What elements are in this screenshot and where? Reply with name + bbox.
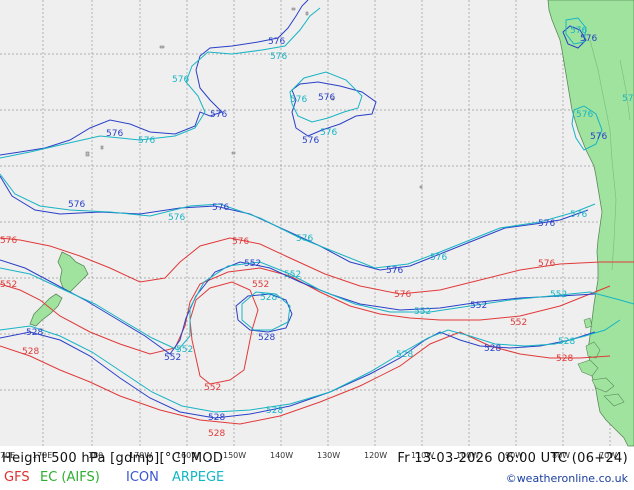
svg-text:150W: 150W — [223, 451, 246, 460]
map-caption: Height 500 hPa [gdmp][°C] MOD Fr 13-03-2… — [0, 451, 634, 467]
svg-text:552: 552 — [510, 318, 527, 328]
contour-gfs — [0, 237, 634, 425]
svg-text:576: 576 — [270, 52, 287, 62]
svg-text:576: 576 — [168, 213, 185, 223]
svg-text:100W: 100W — [456, 451, 479, 460]
svg-text:528: 528 — [22, 347, 39, 357]
svg-text:130W: 130W — [317, 451, 340, 460]
svg-text:528: 528 — [484, 344, 501, 354]
svg-text:528: 528 — [26, 328, 43, 338]
svg-text:576: 576 — [0, 236, 17, 246]
svg-text:170E: 170E — [32, 451, 52, 460]
patagonia-islands — [577, 317, 625, 407]
model-legend: GFS EC (AIFS) ICON ARPEGE ©weatheronline… — [0, 470, 634, 486]
model-gfs[interactable]: GFS — [4, 470, 30, 485]
svg-text:552: 552 — [414, 307, 431, 317]
south-america-land — [547, 0, 634, 447]
svg-text:576: 576 — [570, 26, 587, 36]
svg-text:576: 576 — [318, 93, 335, 103]
svg-text:576: 576 — [576, 110, 593, 120]
valid-time: Fr 13-03-2026 06:00 UTC (06+24) — [397, 451, 628, 466]
svg-text:576: 576 — [232, 237, 249, 247]
svg-text:576: 576 — [394, 290, 411, 300]
svg-text:170W: 170W — [129, 451, 152, 460]
svg-text:160W: 160W — [176, 451, 199, 460]
svg-text:80W: 80W — [552, 451, 570, 460]
svg-text:528: 528 — [208, 413, 225, 423]
svg-text:576: 576 — [386, 266, 403, 276]
svg-text:576: 576 — [172, 75, 189, 85]
svg-text:576: 576 — [570, 210, 587, 220]
svg-text:576: 576 — [430, 253, 447, 263]
svg-text:552: 552 — [252, 280, 269, 290]
model-arpege[interactable]: ARPEGE — [172, 470, 225, 485]
andes-shading — [589, 39, 631, 271]
svg-text:90W: 90W — [505, 451, 523, 460]
contour-576-arpege — [0, 7, 603, 269]
svg-text:528: 528 — [556, 354, 573, 364]
svg-text:528: 528 — [396, 350, 413, 360]
svg-text:552: 552 — [470, 301, 487, 311]
svg-text:576: 576 — [68, 200, 85, 210]
site-credit[interactable]: ©weatheronline.co.uk — [505, 472, 628, 485]
svg-text:576: 576 — [538, 219, 555, 229]
svg-text:576: 576 — [210, 110, 227, 120]
longitude-ticks: 70E 170E 180 170W 160W 150W 140W 130W 12… — [0, 451, 617, 460]
contour-552-icon — [0, 259, 596, 355]
svg-text:576: 576 — [290, 95, 307, 105]
svg-text:576: 576 — [106, 129, 123, 139]
svg-text:552: 552 — [284, 270, 301, 280]
svg-text:552: 552 — [0, 280, 17, 290]
model-icon[interactable]: ICON — [126, 470, 159, 485]
svg-text:528: 528 — [558, 337, 575, 347]
svg-text:576: 576 — [296, 234, 313, 244]
svg-text:552: 552 — [244, 259, 261, 269]
svg-text:552: 552 — [204, 383, 221, 393]
contour-labels: 576 576 576 576 576 576 576 576 576 576 … — [0, 26, 633, 439]
svg-text:576: 576 — [212, 203, 229, 213]
chart-title: Height 500 hPa [gdmp][°C] MOD — [2, 451, 224, 466]
svg-text:576: 576 — [302, 136, 319, 146]
svg-text:552: 552 — [164, 353, 181, 363]
svg-text:70E: 70E — [0, 451, 15, 460]
contour-552-arpege — [0, 261, 634, 351]
svg-text:528: 528 — [266, 406, 283, 416]
svg-text:180: 180 — [88, 451, 103, 460]
svg-text:576: 576 — [580, 34, 597, 44]
svg-text:110W: 110W — [411, 451, 434, 460]
svg-text:576: 576 — [320, 128, 337, 138]
svg-text:576: 576 — [138, 136, 155, 146]
svg-text:576: 576 — [538, 259, 555, 269]
svg-text:70W: 70W — [599, 451, 617, 460]
svg-text:528: 528 — [208, 429, 225, 439]
pacific-islands — [85, 7, 423, 189]
svg-text:120W: 120W — [364, 451, 387, 460]
svg-text:57: 57 — [622, 94, 633, 104]
svg-text:528: 528 — [258, 333, 275, 343]
svg-text:528: 528 — [260, 293, 277, 303]
model-ec-aifs[interactable]: EC (AIFS) — [40, 470, 100, 485]
contour-528-arpege — [0, 319, 621, 413]
svg-text:576: 576 — [590, 132, 607, 142]
svg-text:576: 576 — [268, 37, 285, 47]
lon-lat-grid — [0, 0, 634, 446]
svg-text:552: 552 — [176, 345, 193, 355]
svg-text:552: 552 — [550, 290, 567, 300]
svg-text:140W: 140W — [270, 451, 293, 460]
